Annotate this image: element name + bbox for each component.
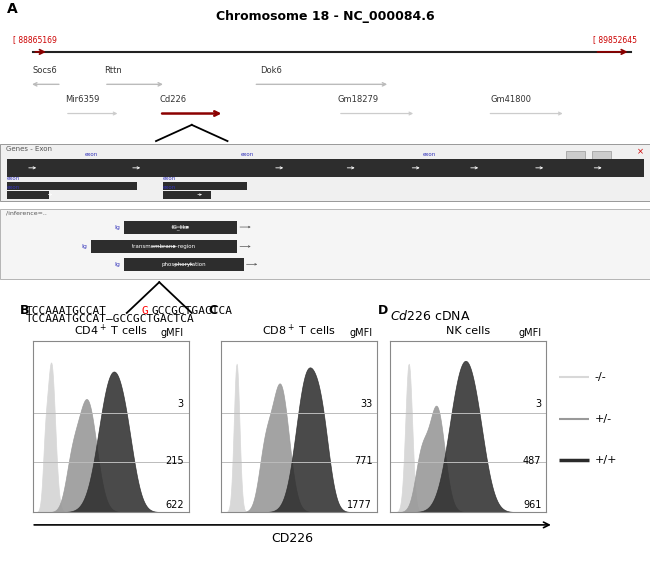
Text: Genes - Exon: Genes - Exon xyxy=(6,146,53,152)
Bar xyxy=(162,191,211,199)
Text: IG_like: IG_like xyxy=(172,224,189,230)
Text: 3: 3 xyxy=(177,399,184,410)
Title: NK cells: NK cells xyxy=(446,327,490,336)
Text: GCCGCTGACTCA: GCCGCTGACTCA xyxy=(151,306,232,316)
Title: CD8$^+$ T cells: CD8$^+$ T cells xyxy=(262,322,336,337)
Bar xyxy=(91,240,237,253)
Text: D: D xyxy=(378,304,388,317)
Text: 961: 961 xyxy=(523,500,541,510)
Bar xyxy=(6,182,136,189)
Text: -/-: -/- xyxy=(595,372,606,382)
Text: G: G xyxy=(142,306,148,316)
Bar xyxy=(124,221,237,233)
Text: Chromosome 18 - NC_000084.6: Chromosome 18 - NC_000084.6 xyxy=(216,10,434,23)
Text: exon: exon xyxy=(162,185,176,190)
Text: phosphorylation: phosphorylation xyxy=(161,262,206,267)
Text: Gm41800: Gm41800 xyxy=(491,96,532,105)
Text: exon: exon xyxy=(6,176,20,181)
Text: exon: exon xyxy=(6,185,20,190)
Bar xyxy=(124,258,244,271)
Text: Rttn: Rttn xyxy=(104,66,122,75)
Text: C: C xyxy=(209,304,218,317)
Text: 771: 771 xyxy=(354,456,372,466)
Text: TCCAAATGCCAT: TCCAAATGCCAT xyxy=(26,306,107,316)
Text: exon: exon xyxy=(422,152,436,157)
Text: exon: exon xyxy=(240,152,254,157)
Bar xyxy=(566,151,585,166)
Text: 33: 33 xyxy=(360,399,372,410)
Text: Ig: Ig xyxy=(82,244,88,249)
Text: gMFI: gMFI xyxy=(349,328,372,338)
Bar xyxy=(162,182,247,189)
Text: $\it{Cd226}$ cDNA: $\it{Cd226}$ cDNA xyxy=(390,310,471,323)
Text: 487: 487 xyxy=(523,456,541,466)
Text: gMFI: gMFI xyxy=(161,328,184,338)
Text: CD226: CD226 xyxy=(272,532,313,545)
Text: Cd226: Cd226 xyxy=(159,96,187,105)
Text: [ 88865169: [ 88865169 xyxy=(13,35,57,44)
Text: 215: 215 xyxy=(165,456,184,466)
Text: /inference=..: /inference=.. xyxy=(6,211,47,216)
Text: 622: 622 xyxy=(165,500,184,510)
Bar xyxy=(0,145,650,201)
Bar xyxy=(6,191,49,199)
Text: +/-: +/- xyxy=(595,414,612,423)
Text: B: B xyxy=(20,304,29,317)
Text: Ig: Ig xyxy=(114,262,120,267)
Bar xyxy=(6,159,644,177)
Bar xyxy=(0,209,650,279)
Text: [ 89852645: [ 89852645 xyxy=(593,35,637,44)
Text: transmembrane-region: transmembrane-region xyxy=(132,244,196,249)
Text: exon: exon xyxy=(162,176,176,181)
Bar xyxy=(592,151,611,166)
Text: ×: × xyxy=(636,147,644,156)
Text: Mir6359: Mir6359 xyxy=(65,96,99,105)
Text: 3: 3 xyxy=(535,399,541,410)
Text: 1777: 1777 xyxy=(348,500,372,510)
Text: Dok6: Dok6 xyxy=(260,66,282,75)
Text: Gm18279: Gm18279 xyxy=(338,96,379,105)
Text: exon: exon xyxy=(84,152,98,157)
Text: Socs6: Socs6 xyxy=(32,66,57,75)
Text: TCCAAATGCCAT–GCCGCTGACTCA: TCCAAATGCCAT–GCCGCTGACTCA xyxy=(26,314,195,324)
Title: CD4$^+$ T cells: CD4$^+$ T cells xyxy=(73,322,148,337)
Text: gMFI: gMFI xyxy=(518,328,541,338)
Text: A: A xyxy=(6,2,18,15)
Text: +/+: +/+ xyxy=(595,455,617,465)
Text: Ig: Ig xyxy=(114,225,120,229)
